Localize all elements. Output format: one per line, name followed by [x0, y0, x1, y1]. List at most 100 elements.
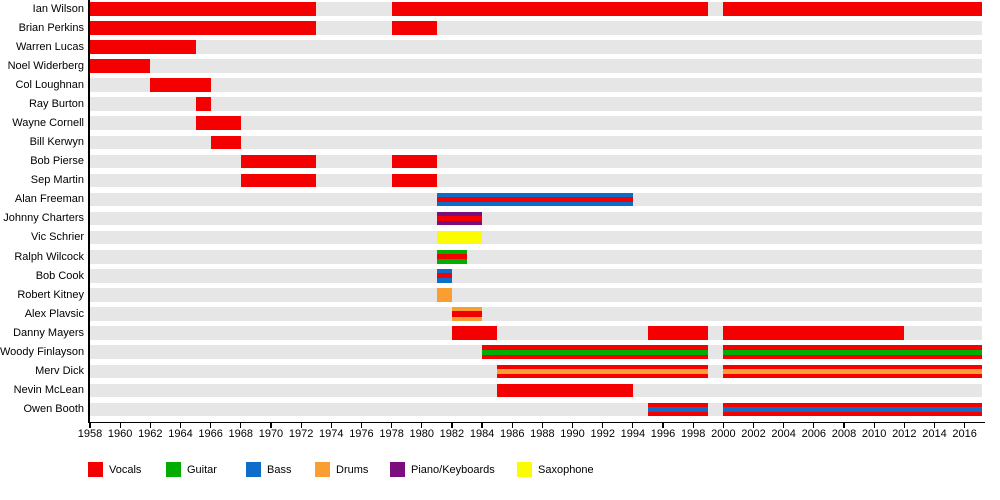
- axis-tick: [119, 423, 121, 428]
- vocals-layer: [723, 326, 905, 340]
- axis-tick: [692, 423, 694, 428]
- member-label: Danny Mayers: [13, 326, 84, 339]
- vocals-layer: [497, 383, 633, 398]
- axis-tick: [300, 423, 302, 428]
- vocals-layer: [723, 354, 982, 359]
- member-label: Wayne Cornell: [12, 116, 84, 129]
- axis-tick: [451, 423, 453, 428]
- axis-tick-label: 1972: [288, 427, 314, 440]
- vocals-layer: [436, 273, 452, 279]
- axis-tick-label: 1996: [650, 427, 676, 440]
- timeline-bar: [497, 383, 633, 398]
- axis-tick-label: 1994: [620, 427, 646, 440]
- axis-tick: [179, 423, 182, 428]
- axis-tick-label: 1998: [680, 427, 706, 440]
- vocals-layer: [497, 364, 709, 369]
- member-label: Nevin McLean: [13, 384, 84, 397]
- axis-tick-label: 2006: [801, 427, 827, 440]
- axis-tick: [662, 423, 664, 428]
- axis-tick-label: 1970: [258, 427, 284, 440]
- vocals-layer: [482, 354, 709, 359]
- vocals-layer: [723, 373, 982, 378]
- member-label: Vic Schrier: [31, 231, 84, 244]
- timeline-bar: [436, 192, 633, 207]
- timeline-bar: [195, 116, 241, 130]
- legend-label: Saxophone: [538, 463, 594, 476]
- timeline-bar: [391, 21, 437, 35]
- timeline-bar: [647, 326, 709, 340]
- bass-layer: [436, 269, 452, 274]
- member-row-background: [90, 154, 982, 169]
- member-label: Bob Pierse: [30, 155, 84, 168]
- timeline-bar: [90, 2, 317, 16]
- axis-tick: [330, 423, 332, 428]
- member-label: Owen Booth: [23, 403, 84, 416]
- member-label: Sep Martin: [30, 174, 84, 187]
- member-row-background: [90, 78, 982, 92]
- vocals-layer: [90, 59, 151, 73]
- guitar-legend-swatch: [166, 462, 181, 477]
- member-label: Alex Plavsic: [24, 307, 84, 320]
- bass-layer: [436, 278, 452, 283]
- axis-tick-label: 1960: [107, 427, 133, 440]
- vocals-layer: [195, 97, 211, 111]
- axis-tick-label: 1962: [138, 427, 163, 440]
- timeline-bar: [723, 364, 982, 379]
- axis-tick: [783, 423, 785, 428]
- member-label: Merv Dick: [35, 365, 84, 378]
- member-label: Woody Finlayson: [0, 345, 85, 358]
- vocals-layer: [240, 154, 317, 169]
- timeline-bar: [240, 173, 317, 188]
- guitar-layer: [436, 250, 467, 255]
- timeline-bar: [723, 402, 982, 417]
- bass-layer: [647, 406, 709, 412]
- axis-tick: [240, 423, 242, 428]
- vocals-layer: [451, 311, 483, 317]
- member-row-background: [90, 269, 982, 283]
- member-row-background: [90, 211, 982, 226]
- member-label: Johnny Charters: [3, 212, 84, 225]
- member-row-background: [90, 135, 982, 150]
- drums-legend-swatch: [315, 462, 330, 477]
- timeline-bar: [90, 21, 317, 35]
- axis-tick-label: 2016: [952, 427, 977, 440]
- timeline-bar: [240, 154, 317, 169]
- timeline-bar: [391, 2, 709, 16]
- axis-tick-label: 1978: [379, 427, 404, 440]
- vocals-layer: [210, 135, 241, 150]
- vocals-layer: [723, 402, 982, 407]
- vocals-layer: [90, 21, 317, 35]
- member-row-background: [90, 230, 982, 245]
- axis-tick: [964, 423, 966, 428]
- member-row-background: [90, 40, 982, 54]
- timeline-bar: [436, 230, 483, 245]
- member-row-background: [90, 173, 982, 188]
- vocals-layer: [240, 173, 317, 188]
- axis-tick-label: 2010: [861, 427, 887, 440]
- guitar-layer: [482, 349, 709, 355]
- vocals-layer: [497, 373, 709, 378]
- member-label: Robert Kitney: [17, 288, 84, 301]
- vocals-layer: [391, 2, 709, 16]
- vocals-layer: [647, 411, 709, 417]
- member-label: Ray Burton: [28, 97, 84, 110]
- vocals-layer: [723, 364, 982, 369]
- axis-tick: [149, 423, 151, 428]
- guitar-layer: [436, 259, 467, 264]
- member-row-background: [90, 97, 982, 111]
- legend-label: Drums: [336, 463, 369, 476]
- axis-tick-label: 1966: [198, 427, 223, 440]
- vocals-layer: [647, 402, 709, 407]
- vocals-layer: [723, 345, 982, 350]
- piano-legend-swatch: [390, 462, 405, 477]
- vocals-layer: [436, 216, 483, 222]
- timeline-bar: [210, 135, 241, 150]
- timeline-bar: [391, 154, 437, 169]
- vocals-layer: [391, 173, 437, 188]
- axis-tick: [391, 423, 393, 428]
- axis-tick-label: 1988: [530, 427, 555, 440]
- piano-layer: [436, 221, 483, 226]
- member-label: Ian Wilson: [32, 2, 84, 15]
- axis-tick: [89, 423, 91, 428]
- member-label: Warren Lucas: [15, 40, 84, 53]
